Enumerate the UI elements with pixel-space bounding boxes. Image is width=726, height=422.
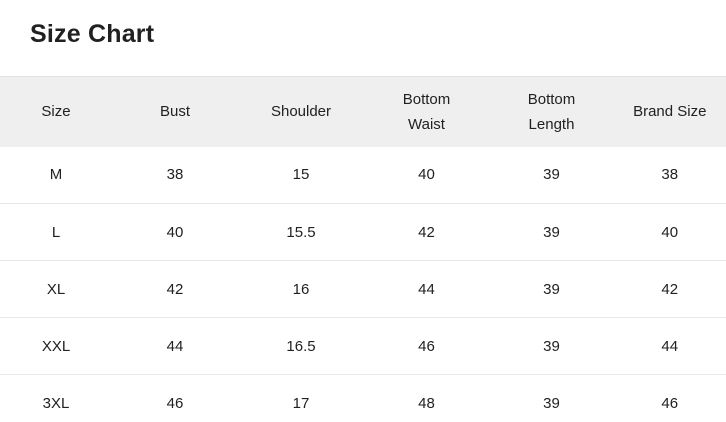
size-chart-table: Size Bust Shoulder Bottom Waist Bottom L… (0, 76, 726, 422)
bottom-waist-cell: 48 (418, 394, 435, 412)
size-cell: 3XL (42, 394, 70, 412)
column-header-size: Size (0, 77, 112, 147)
column-header-label: Size (41, 103, 71, 121)
bust-cell: 38 (166, 166, 184, 184)
bottom-length-cell: 39 (543, 166, 560, 184)
shoulder-cell: 16.5 (286, 337, 316, 355)
title-bar: Size Chart (0, 0, 726, 76)
column-header-label: Brand Size (633, 103, 707, 121)
bottom-waist-cell: 46 (418, 337, 435, 355)
size-cell: L (51, 223, 61, 241)
bust-cell: 42 (166, 280, 184, 298)
bottom-length-cell: 39 (543, 337, 560, 355)
bottom-waist-cell: 40 (418, 166, 435, 184)
table-row: XL 42 16 44 39 42 (0, 261, 726, 318)
bottom-length-cell: 39 (543, 280, 560, 298)
size-cell: XL (46, 280, 66, 298)
table-row: M 38 15 40 39 38 (0, 147, 726, 204)
size-cell: XXL (41, 337, 71, 355)
bottom-length-cell: 39 (543, 223, 560, 241)
brand-size-cell: 42 (661, 280, 679, 298)
bottom-length-cell: 39 (543, 394, 560, 412)
brand-size-cell: 46 (661, 394, 679, 412)
table-row: XXL 44 16.5 46 39 44 (0, 318, 726, 375)
table-row: 3XL 46 17 48 39 46 (0, 375, 726, 422)
column-header-label: Bottom Length (527, 90, 576, 133)
column-header-shoulder: Shoulder (238, 77, 364, 147)
bust-cell: 46 (166, 394, 184, 412)
table-row: L 40 15.5 42 39 40 (0, 204, 726, 261)
brand-size-cell: 40 (661, 223, 679, 241)
bottom-waist-cell: 44 (418, 280, 435, 298)
column-header-label: Shoulder (270, 103, 332, 121)
brand-size-cell: 38 (661, 166, 679, 184)
shoulder-cell: 17 (292, 394, 310, 412)
shoulder-cell: 16 (292, 280, 310, 298)
shoulder-cell: 15 (292, 166, 310, 184)
size-cell: M (49, 166, 63, 184)
brand-size-cell: 44 (661, 337, 679, 355)
column-header-label: Bust (159, 103, 190, 121)
bust-cell: 44 (166, 337, 184, 355)
column-header-bottom-length: Bottom Length (489, 77, 614, 147)
table-header-row: Size Bust Shoulder Bottom Waist Bottom L… (0, 76, 726, 147)
page-title: Size Chart (30, 20, 155, 48)
column-header-bottom-waist: Bottom Waist (364, 77, 489, 147)
column-header-brand-size: Brand Size (614, 77, 726, 147)
bust-cell: 40 (166, 223, 184, 241)
bottom-waist-cell: 42 (418, 223, 435, 241)
column-header-label: Bottom Waist (402, 90, 451, 133)
shoulder-cell: 15.5 (286, 223, 316, 241)
column-header-bust: Bust (112, 77, 238, 147)
